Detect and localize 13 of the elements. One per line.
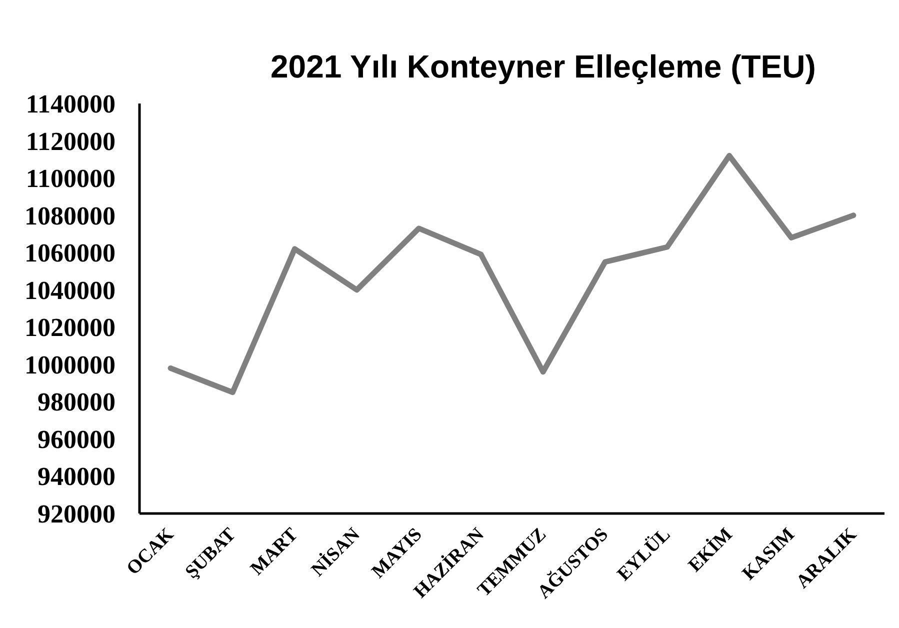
y-tick-label: 1000000 xyxy=(24,350,116,380)
chart-title: 2021 Yılı Konteyner Elleçleme (TEU) xyxy=(270,48,816,84)
y-tick-label: 960000 xyxy=(38,424,116,454)
y-tick-label: 1060000 xyxy=(24,238,116,268)
y-tick-label: 1080000 xyxy=(24,201,116,230)
y-tick-label: 1140000 xyxy=(26,90,116,118)
y-tick-label: 940000 xyxy=(38,462,116,492)
y-tick-label: 1100000 xyxy=(26,164,116,194)
y-tick-label: 1040000 xyxy=(24,276,116,305)
y-tick-label: 1020000 xyxy=(24,313,116,342)
y-tick-label: 980000 xyxy=(38,388,116,417)
y-tick-label: 920000 xyxy=(38,500,116,528)
y-tick-label: 1120000 xyxy=(26,126,116,156)
